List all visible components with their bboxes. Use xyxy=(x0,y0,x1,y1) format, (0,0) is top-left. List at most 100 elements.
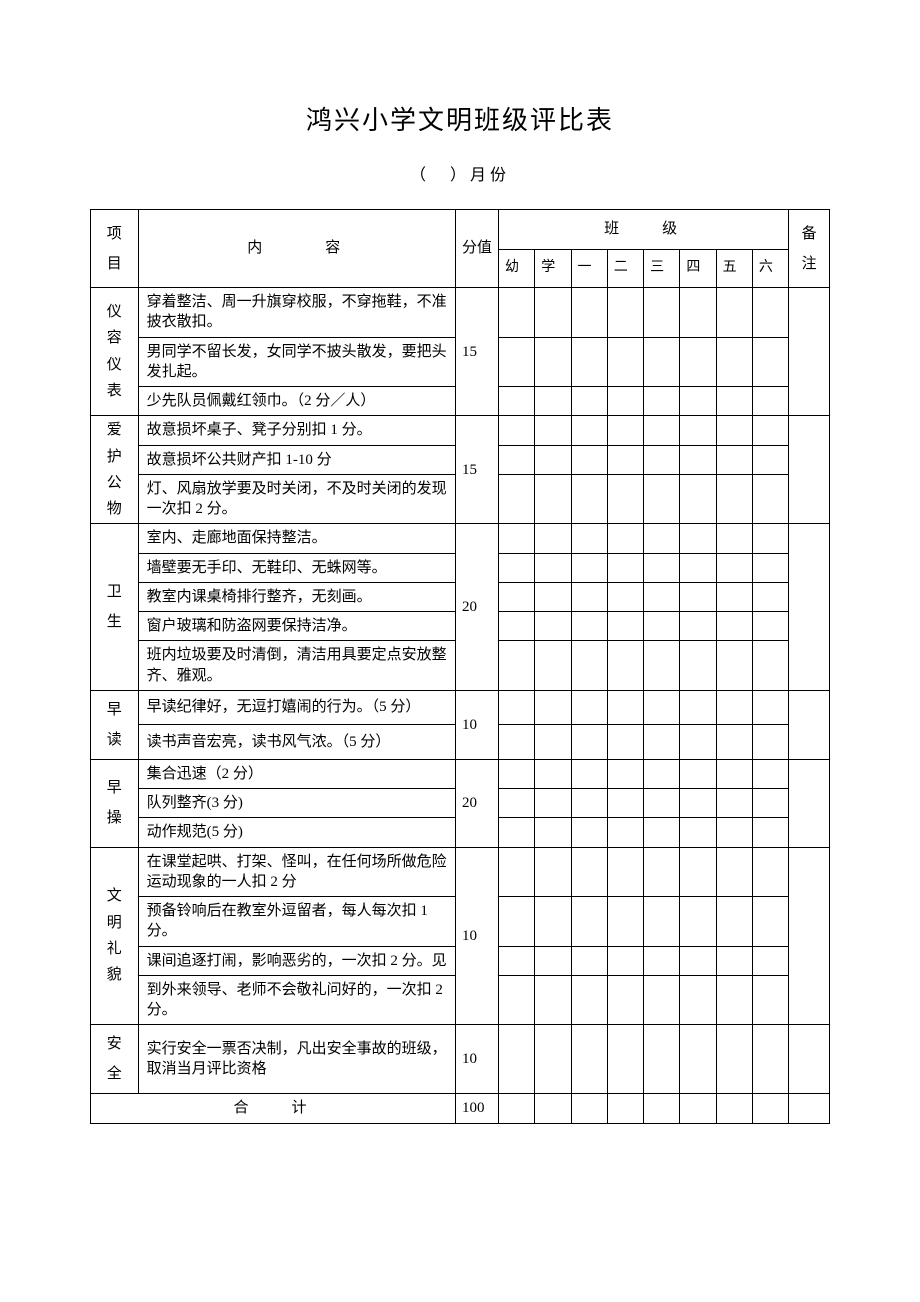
score-cell: 10 xyxy=(455,690,498,759)
class-cell xyxy=(499,641,535,691)
class-cell xyxy=(499,690,535,725)
class-cell xyxy=(716,975,752,1025)
class-cell xyxy=(499,387,535,416)
class-cell xyxy=(752,553,788,582)
class-cell xyxy=(716,445,752,474)
class-cell xyxy=(535,582,571,611)
class-cell xyxy=(752,337,788,387)
content-cell: 男同学不留长发，女同学不披头散发，要把头发扎起。 xyxy=(138,337,455,387)
category-cell: 文明礼貌 xyxy=(91,847,139,1025)
class-cell xyxy=(499,337,535,387)
content-cell: 教室内课桌椅排行整齐，无刻画。 xyxy=(138,582,455,611)
class-cell xyxy=(644,337,680,387)
class-cell xyxy=(535,387,571,416)
class-cell xyxy=(607,1025,643,1094)
class-cell xyxy=(535,524,571,553)
class-cell xyxy=(644,582,680,611)
class-cell xyxy=(716,416,752,445)
class-col: 五 xyxy=(716,250,752,288)
class-cell xyxy=(644,1094,680,1123)
class-cell xyxy=(607,946,643,975)
class-col: 六 xyxy=(752,250,788,288)
class-cell xyxy=(535,818,571,847)
class-cell xyxy=(607,789,643,818)
class-cell xyxy=(607,553,643,582)
class-cell xyxy=(680,288,716,338)
class-col: 三 xyxy=(644,250,680,288)
class-cell xyxy=(499,759,535,788)
class-cell xyxy=(680,946,716,975)
class-cell xyxy=(644,759,680,788)
class-cell xyxy=(752,612,788,641)
class-cell xyxy=(499,1094,535,1123)
class-cell xyxy=(571,612,607,641)
class-cell xyxy=(752,641,788,691)
class-cell xyxy=(752,474,788,524)
class-cell xyxy=(644,690,680,725)
class-cell xyxy=(680,1094,716,1123)
class-cell xyxy=(716,474,752,524)
page-title: 鸿兴小学文明班级评比表 xyxy=(90,100,830,137)
class-cell xyxy=(680,1025,716,1094)
class-cell xyxy=(644,445,680,474)
category-cell: 早读 xyxy=(91,690,139,759)
header-classes: 班 级 xyxy=(499,210,789,250)
class-cell xyxy=(752,582,788,611)
class-cell xyxy=(499,975,535,1025)
score-cell: 10 xyxy=(455,847,498,1025)
total-label: 合 计 xyxy=(91,1094,456,1123)
class-cell xyxy=(752,1025,788,1094)
class-cell xyxy=(535,337,571,387)
header-score: 分值 xyxy=(455,210,498,288)
class-cell xyxy=(535,612,571,641)
class-cell xyxy=(644,524,680,553)
class-cell xyxy=(752,725,788,760)
class-cell xyxy=(680,789,716,818)
class-cell xyxy=(499,946,535,975)
class-cell xyxy=(571,524,607,553)
class-cell xyxy=(644,847,680,897)
class-cell xyxy=(716,612,752,641)
content-cell: 集合迅速（2 分） xyxy=(138,759,455,788)
class-cell xyxy=(680,759,716,788)
class-cell xyxy=(571,553,607,582)
class-cell xyxy=(571,641,607,691)
class-cell xyxy=(716,641,752,691)
header-note: 备注 xyxy=(789,210,830,288)
class-cell xyxy=(535,690,571,725)
class-cell xyxy=(607,524,643,553)
class-cell xyxy=(752,288,788,338)
class-cell xyxy=(607,387,643,416)
class-cell xyxy=(644,1025,680,1094)
class-cell xyxy=(571,847,607,897)
class-cell xyxy=(535,288,571,338)
class-cell xyxy=(644,387,680,416)
class-cell xyxy=(716,288,752,338)
class-cell xyxy=(644,641,680,691)
class-cell xyxy=(607,1094,643,1123)
content-cell: 预备铃响后在教室外逗留者，每人每次扣 1 分。 xyxy=(138,897,455,947)
class-cell xyxy=(716,1094,752,1123)
class-cell xyxy=(499,474,535,524)
class-cell xyxy=(499,553,535,582)
class-cell xyxy=(571,474,607,524)
class-cell xyxy=(680,416,716,445)
class-cell xyxy=(680,818,716,847)
class-cell xyxy=(607,690,643,725)
class-cell xyxy=(716,759,752,788)
class-cell xyxy=(752,946,788,975)
class-cell xyxy=(571,288,607,338)
table-row: 卫生室内、走廊地面保持整洁。20 xyxy=(91,524,830,553)
class-cell xyxy=(607,416,643,445)
class-cell xyxy=(535,553,571,582)
class-cell xyxy=(644,975,680,1025)
class-cell xyxy=(716,946,752,975)
class-cell xyxy=(535,897,571,947)
class-cell xyxy=(535,416,571,445)
class-cell xyxy=(644,416,680,445)
class-cell xyxy=(752,416,788,445)
page-subtitle: （ ）月份 xyxy=(90,161,830,185)
class-cell xyxy=(680,612,716,641)
score-cell: 15 xyxy=(455,288,498,416)
class-cell xyxy=(535,725,571,760)
